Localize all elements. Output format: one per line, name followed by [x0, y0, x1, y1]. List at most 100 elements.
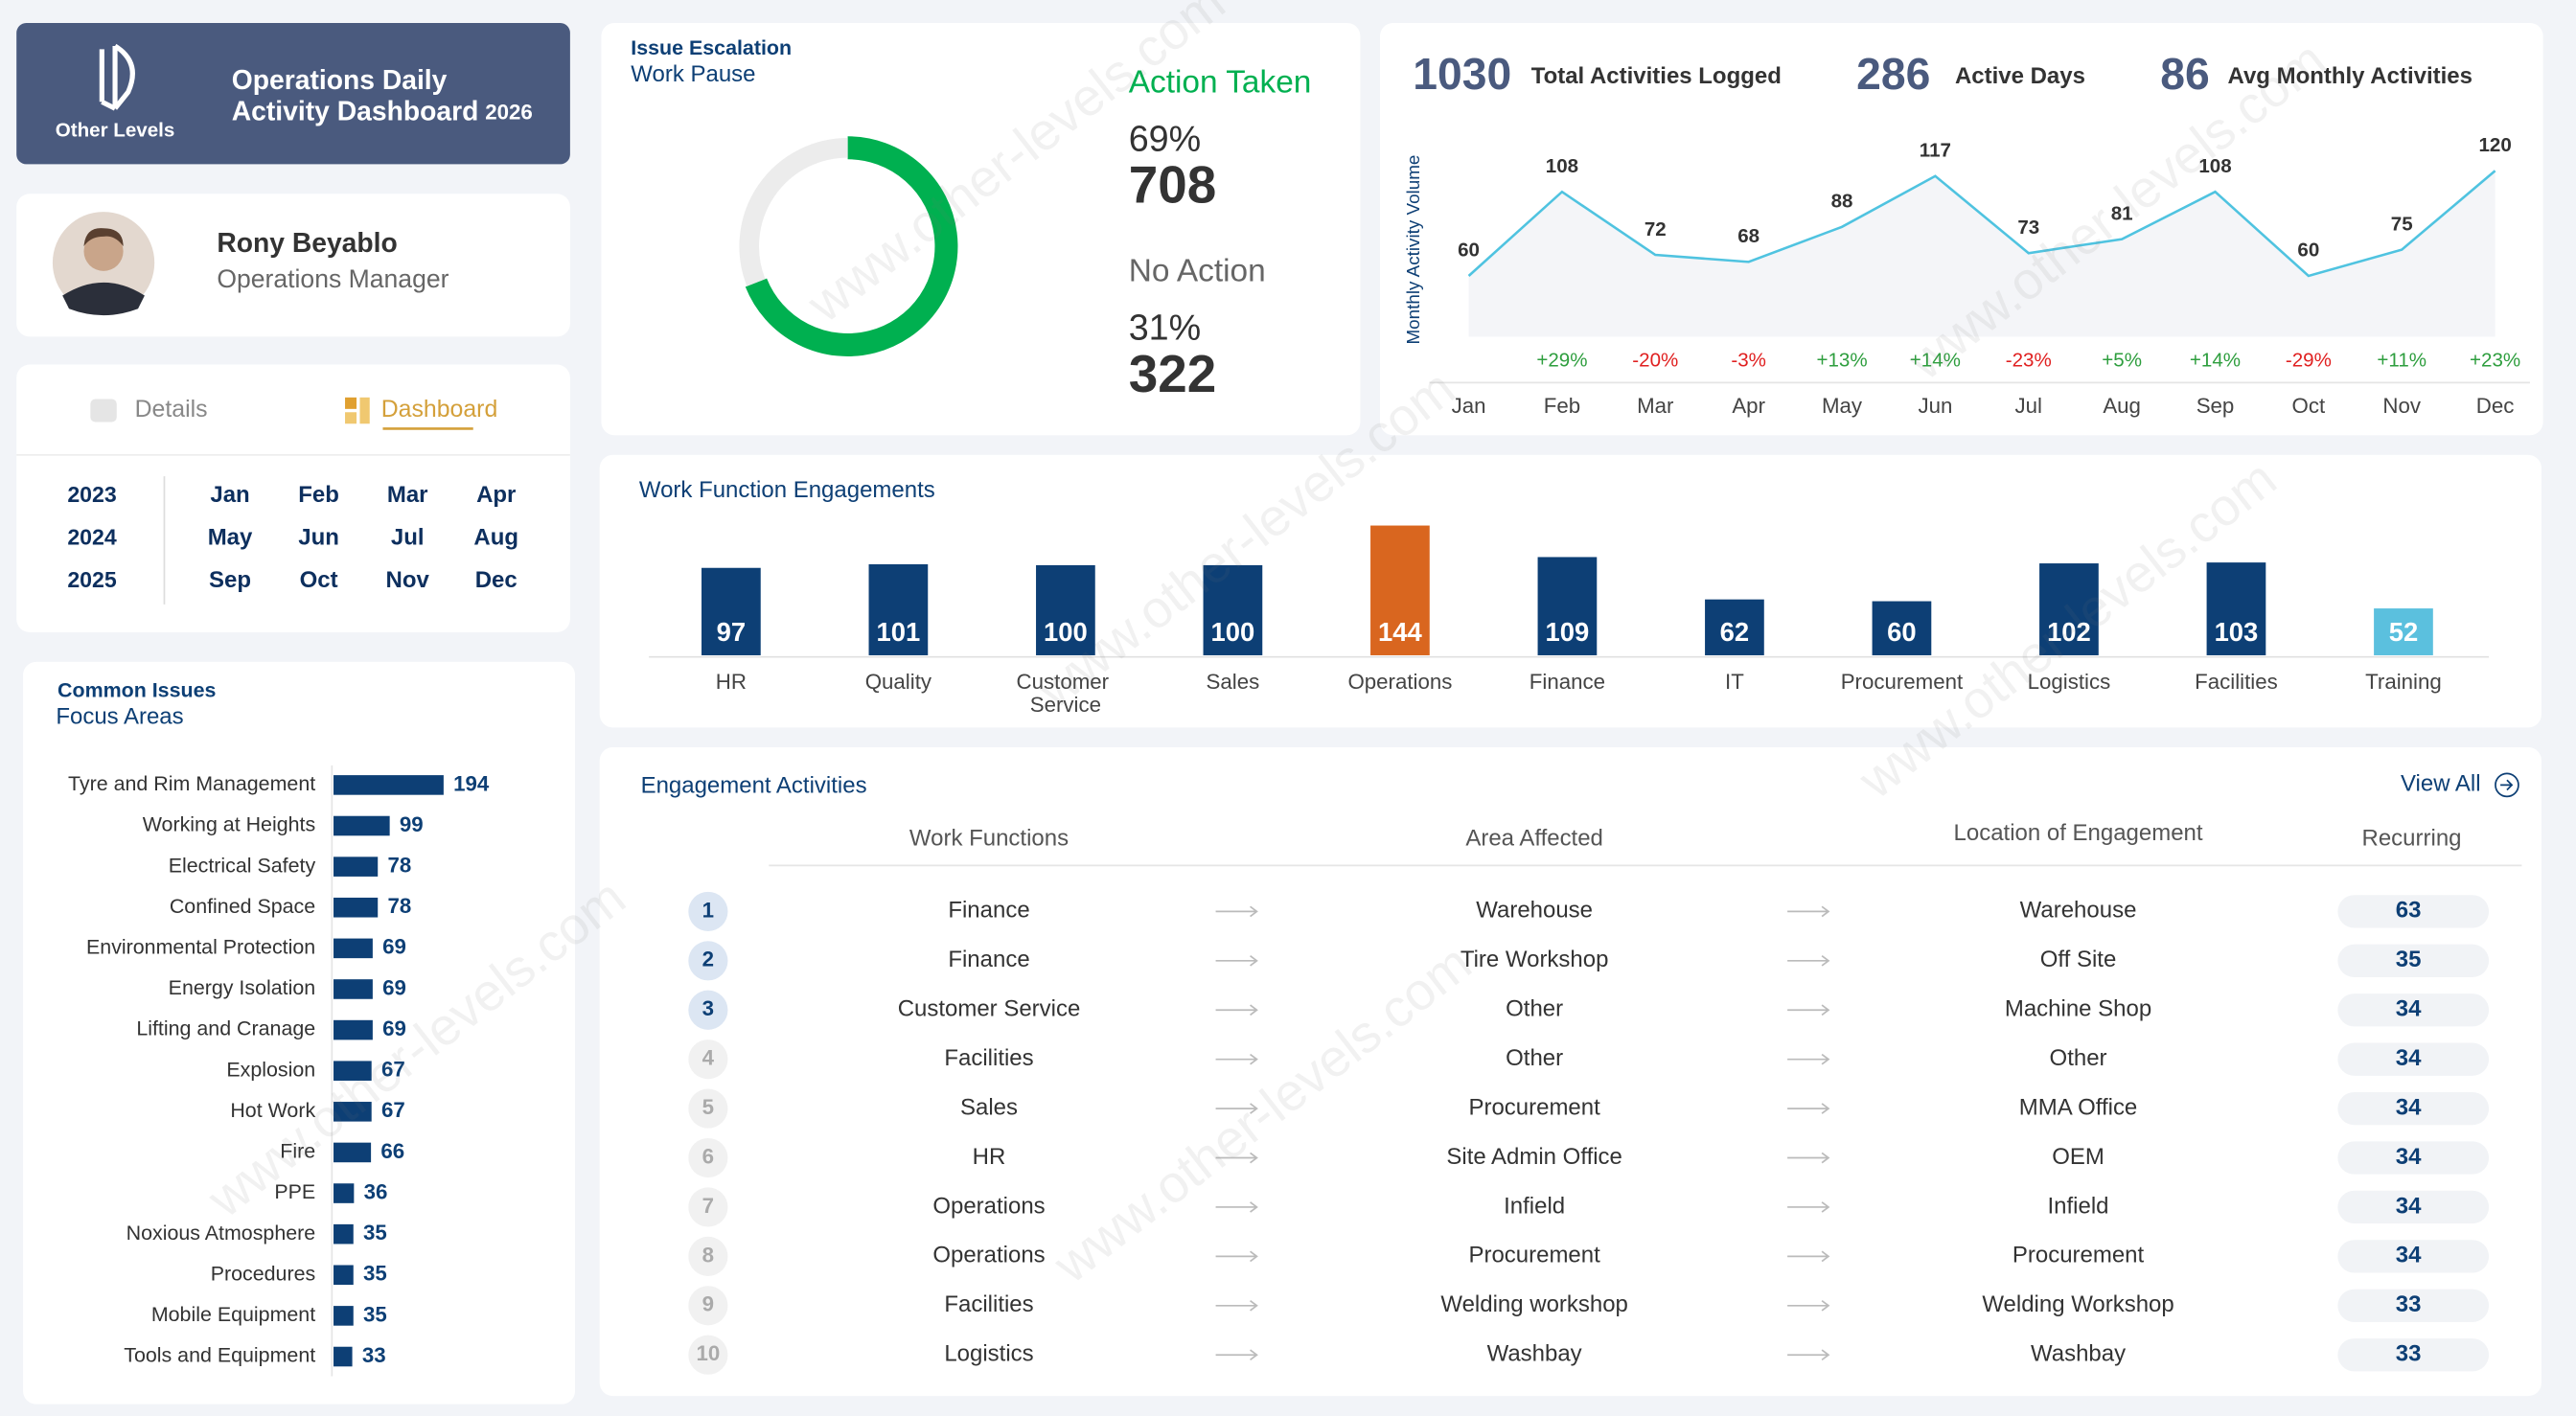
- calendar-month[interactable]: Aug: [473, 525, 518, 551]
- value-label: 108: [2198, 155, 2231, 177]
- value-label: 69: [382, 1016, 406, 1040]
- donut-segment: [739, 137, 848, 286]
- table-cell: Site Admin Office: [1446, 1144, 1622, 1170]
- recurring-pill: [2337, 1091, 2490, 1126]
- arrow: [1787, 1349, 1830, 1361]
- table-cell: Washbay: [1487, 1341, 1582, 1367]
- kpi-label: Active Days: [1955, 63, 2085, 89]
- x-tick-label: Jun: [1918, 394, 1952, 418]
- table-cell: Washbay: [2031, 1341, 2126, 1367]
- calendar-month[interactable]: Jun: [298, 525, 339, 551]
- table-cell: Tire Workshop: [1460, 947, 1609, 972]
- value-label: 69: [382, 975, 406, 999]
- value-label: 144: [1378, 617, 1422, 647]
- x-tick-label: Nov: [2382, 394, 2421, 418]
- calendar-month[interactable]: Mar: [387, 482, 428, 508]
- table-cell: Welding Workshop: [1982, 1291, 2174, 1317]
- value-label: 33: [362, 1343, 386, 1367]
- nav-tab[interactable]: Dashboard: [381, 397, 498, 423]
- y-tick-label: Tyre and Rim Management: [68, 772, 315, 795]
- value-label: 69: [382, 935, 406, 959]
- calendar-year: 2024: [67, 524, 117, 549]
- value-label: 103: [2215, 617, 2259, 647]
- table-cell: Operations: [932, 1243, 1045, 1268]
- y-tick-label: Working at Heights: [143, 813, 315, 836]
- x-tick-label: Aug: [2103, 394, 2141, 418]
- change-label: +5%: [2102, 350, 2142, 372]
- area: [1468, 171, 2496, 337]
- y-tick-label: Electrical Safety: [169, 854, 316, 877]
- x-tick-label: Facilities: [2195, 670, 2278, 694]
- legend-label: No Action: [1129, 253, 1266, 288]
- rank: 4: [702, 1046, 715, 1070]
- chart-title: Issue Escalation: [631, 36, 792, 59]
- change-label: -3%: [1731, 350, 1766, 372]
- details-icon: [90, 399, 117, 423]
- value-label: 60: [1458, 240, 1480, 262]
- calendar-month[interactable]: Jan: [210, 482, 249, 508]
- calendar-month[interactable]: Jul: [391, 525, 425, 551]
- y-tick-label: PPE: [274, 1180, 315, 1203]
- column-header: Area Affected: [1465, 825, 1603, 851]
- recurring-value: 34: [2396, 1045, 2422, 1071]
- x-tick-label: Customer Service: [1017, 670, 1116, 717]
- x-tick-label: Operations: [1347, 670, 1452, 694]
- recurring-pill: [2337, 993, 2490, 1027]
- rank-badge: [688, 891, 728, 931]
- value-label: 68: [1737, 225, 1760, 247]
- table-cell: Infield: [1504, 1193, 1565, 1219]
- change-label: -20%: [1632, 350, 1678, 372]
- rank-badge: [688, 1088, 728, 1129]
- table-cell: Other: [1506, 1045, 1563, 1071]
- nav-tab[interactable]: Details: [135, 397, 208, 423]
- change-label: -29%: [2286, 350, 2332, 372]
- arrow: [1215, 1299, 1258, 1312]
- bar: [334, 1265, 354, 1286]
- view-all-icon[interactable]: [2495, 772, 2519, 798]
- view-all-icon[interactable]: [2500, 779, 2514, 791]
- bar: [1036, 564, 1095, 655]
- y-tick-label: Lifting and Cranage: [136, 1017, 315, 1040]
- bar: [334, 938, 373, 959]
- value-label: 101: [877, 617, 921, 647]
- recurring-value: 34: [2396, 1094, 2422, 1120]
- arrow: [1215, 1152, 1258, 1164]
- calendar-month[interactable]: May: [208, 525, 253, 551]
- value-label: 194: [453, 771, 490, 795]
- rank: 1: [702, 898, 714, 922]
- view-all[interactable]: View All: [2401, 771, 2481, 797]
- arrow: [1215, 1349, 1258, 1361]
- change-label: +14%: [1910, 350, 1961, 372]
- avatar: [83, 231, 124, 271]
- calendar-month[interactable]: Nov: [386, 567, 430, 593]
- kpi-value: 86: [2160, 49, 2209, 99]
- calendar-month[interactable]: Feb: [298, 482, 339, 508]
- rank-badge: [688, 1335, 728, 1375]
- value-label: 60: [1887, 617, 1916, 647]
- calendar-month[interactable]: Sep: [209, 567, 251, 593]
- x-tick-label: Quality: [865, 670, 932, 694]
- value-label: 67: [381, 1058, 405, 1082]
- rank-badge: [688, 1286, 728, 1326]
- bar: [2206, 562, 2266, 655]
- rank: 2: [702, 948, 714, 971]
- calendar-month[interactable]: Dec: [475, 567, 518, 593]
- table-cell: Warehouse: [1476, 898, 1593, 924]
- rank: 10: [696, 1341, 720, 1365]
- calendar-year: 2025: [67, 567, 117, 592]
- recurring-value: 34: [2396, 996, 2422, 1022]
- calendar-month[interactable]: Apr: [476, 482, 516, 508]
- change-label: +13%: [1816, 350, 1867, 372]
- x-tick-label: Procurement: [1841, 670, 1964, 694]
- arrow: [1215, 1201, 1258, 1213]
- change-label: +29%: [1536, 350, 1587, 372]
- title-line: Activity Dashboard: [232, 96, 479, 126]
- issues-card: [23, 661, 576, 1405]
- value-label: 52: [2389, 617, 2418, 647]
- value-label: 73: [2017, 217, 2039, 239]
- calendar-month[interactable]: Oct: [300, 567, 338, 593]
- line: [1467, 170, 2496, 278]
- rank: 3: [702, 996, 714, 1020]
